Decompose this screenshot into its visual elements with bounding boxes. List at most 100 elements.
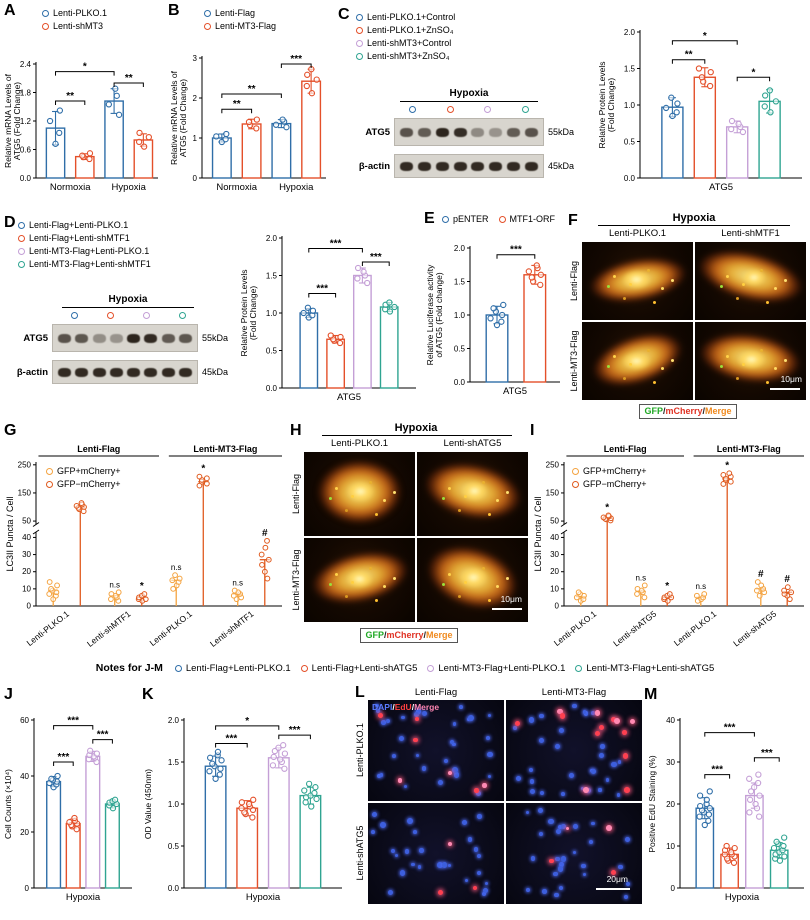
dapi-dot [449, 739, 454, 744]
legend-I: GFP+mCherry+ GFP−mCherry+ [572, 466, 647, 489]
edu-dot [614, 718, 620, 725]
blot-band [471, 127, 485, 137]
svg-text:***: *** [316, 284, 328, 295]
dapi-dot [528, 717, 535, 723]
panel-letter-D: D [4, 214, 16, 231]
dapi-dot [467, 837, 473, 842]
svg-text:0.5: 0.5 [168, 842, 180, 851]
svg-text:1: 1 [193, 134, 198, 143]
dapi-dot [452, 766, 458, 773]
svg-text:Lenti-PLKO.1: Lenti-PLKO.1 [25, 609, 72, 648]
dapi-dot [559, 862, 564, 868]
svg-text:n.s: n.s [171, 563, 182, 572]
legend-D: Lenti-Flag+Lenti-PLKO.1 Lenti-Flag+Lenti-… [18, 220, 151, 269]
dapi-dot [482, 888, 488, 894]
svg-text:*: * [703, 31, 707, 42]
dapi-dot [406, 817, 413, 824]
legend-item: Lenti-MT3-Flag+Lenti-PLKO.1 [427, 663, 565, 674]
blot-kda-label: 55kDa [202, 333, 229, 343]
dapi-dot [605, 778, 610, 782]
panel-E: E pENTER MTF1-ORF 0.0 0.5 1.0 1.5 2.0 Relative… [424, 210, 566, 416]
blot-band [161, 333, 175, 343]
notes-legend-row: Notes for J-M Lenti-Flag+Lenti-PLKO.1 Len… [0, 662, 810, 674]
dapi-dot [555, 856, 560, 862]
svg-text:ATG5: ATG5 [337, 392, 361, 403]
microscopy-image [417, 452, 528, 536]
svg-text:**: ** [685, 50, 693, 61]
dapi-dot [390, 848, 395, 854]
svg-text:Normoxia: Normoxia [216, 182, 257, 193]
dapi-dot [625, 836, 631, 842]
lane-color-dot [484, 105, 492, 113]
legend-color-dot [204, 22, 211, 30]
svg-text:n.s: n.s [635, 573, 646, 582]
blot-row-actin: β-actin 45kDa [4, 360, 236, 384]
lane-color-dot [521, 105, 529, 113]
svg-text:***: *** [330, 239, 342, 250]
svg-text:***: *** [761, 748, 773, 759]
column-header: Lenti-MT3-Flag [541, 687, 607, 698]
dapi-dot [572, 851, 576, 855]
svg-text:150: 150 [18, 488, 32, 497]
legend-label: Lenti-shMT3+ZnSO₄ [367, 51, 450, 61]
legend-item: Lenti-Flag+Lenti-PLKO.1 [18, 220, 151, 230]
dapi-dot [459, 704, 464, 709]
svg-text:250: 250 [546, 460, 560, 469]
blot-condition-line [400, 101, 538, 102]
svg-text:Cell Counts (×10⁴): Cell Counts (×10⁴) [3, 769, 13, 839]
dapi-dot [526, 888, 530, 892]
legend-item: Lenti-MT3-Flag [204, 21, 276, 31]
svg-text:0: 0 [555, 602, 560, 611]
dapi-dot [482, 892, 487, 897]
dapi-dot [476, 870, 482, 876]
blot-band [127, 367, 141, 377]
legend-color-dot [572, 467, 579, 475]
dapi-dot [371, 829, 375, 834]
legend-color-dot [572, 480, 579, 488]
chart-E: 0.0 0.5 1.0 1.5 2.0 Relative Luciferase activ… [425, 244, 560, 397]
svg-text:0.0: 0.0 [454, 378, 466, 387]
svg-text:1.5: 1.5 [624, 64, 636, 73]
dapi-dot [541, 889, 547, 894]
dapi-dot [476, 853, 482, 859]
dapi-dot [561, 824, 567, 830]
svg-text:Lenti-shMTF1: Lenti-shMTF1 [208, 609, 256, 649]
legend-item: Lenti-shMT3 [42, 21, 107, 31]
dapi-channel-label: DAPI [372, 702, 393, 712]
svg-text:***: *** [290, 54, 302, 65]
svg-text:#: # [262, 528, 268, 539]
dapi-dot [415, 753, 419, 758]
dapi-dot [381, 720, 386, 725]
panel-letter-L: L [355, 684, 365, 701]
dapi-dot [477, 814, 482, 819]
blot-row-atg5: ATG5 55kDa [4, 324, 236, 352]
legend-color-dot [356, 13, 363, 21]
dapi-dot [618, 864, 623, 870]
svg-text:10: 10 [666, 842, 675, 851]
svg-text:*: * [725, 460, 729, 471]
dapi-dot [453, 772, 460, 778]
blot-band [453, 127, 467, 137]
svg-text:**: ** [248, 84, 256, 95]
legend-color-dot [356, 52, 363, 60]
dapi-dot [375, 708, 380, 713]
legend-label: GFP+mCherry+ [57, 466, 121, 476]
svg-text:1.2: 1.2 [20, 117, 32, 126]
legend-label: Lenti-MT3-Flag+Lenti-shMTF1 [29, 259, 151, 269]
legend-label: GFP−mCherry+ [583, 479, 647, 489]
dapi-dot [516, 776, 522, 782]
row-label: Lenti-Flag [569, 260, 579, 302]
edu-dot [397, 778, 403, 783]
edu-dot [624, 787, 630, 793]
svg-text:(Fold Change): (Fold Change) [606, 78, 616, 133]
svg-text:0.0: 0.0 [168, 884, 180, 893]
edu-dot [448, 770, 453, 775]
svg-text:Relative Protein Levels: Relative Protein Levels [239, 270, 249, 357]
panel-letter-M: M [644, 686, 658, 703]
scale-text: 10μm [500, 594, 522, 604]
legend-color-dot [18, 260, 25, 268]
microscopy-image [695, 322, 806, 400]
legend-C: Lenti-PLKO.1+Control Lenti-PLKO.1+ZnSO₄ Le… [356, 12, 455, 61]
svg-text:***: *** [510, 245, 522, 256]
blot-band [489, 161, 503, 171]
